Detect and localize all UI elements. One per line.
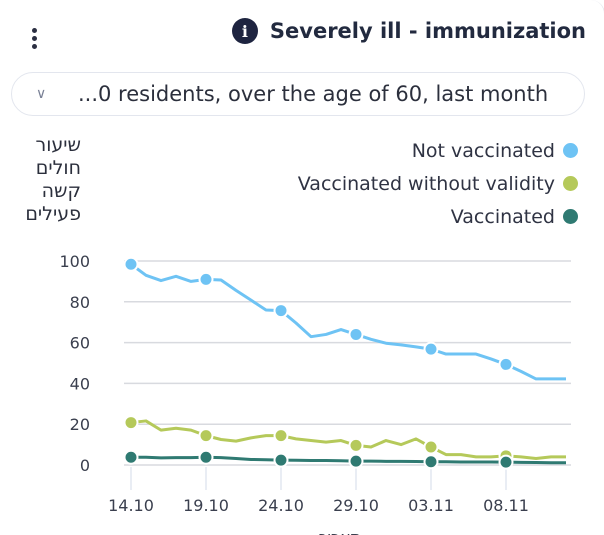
x-tick-label: 19.10: [183, 496, 229, 515]
x-tick-label: 14.10: [108, 496, 154, 515]
legend-label: Vaccinated: [450, 205, 555, 228]
x-tick-label: 29.10: [333, 496, 379, 515]
data-point: [348, 453, 364, 469]
y-tick-label: 100: [59, 252, 90, 271]
card-header: i Severely ill - immunization: [231, 18, 586, 44]
data-point: [498, 454, 514, 470]
legend-item-not-vaccinated[interactable]: Not vaccinated: [298, 134, 578, 167]
y-tick-label: 40: [70, 374, 90, 393]
legend-swatch: [563, 209, 578, 224]
data-point: [123, 449, 139, 465]
data-point: [423, 439, 439, 455]
y-axis-title: שיעור חולים קשה פעילים: [25, 134, 81, 225]
info-icon[interactable]: i: [231, 18, 258, 44]
data-point: [198, 271, 214, 287]
legend-swatch: [563, 143, 578, 158]
legend-swatch: [563, 176, 578, 191]
more-options-button[interactable]: [24, 26, 44, 52]
data-point: [423, 341, 439, 357]
data-point: [123, 415, 139, 431]
y-tick-label: 0: [80, 456, 90, 475]
x-axis-title: תאריך: [319, 528, 361, 535]
legend-label: Vaccinated without validity: [297, 172, 555, 195]
chevron-down-icon: ∨: [36, 86, 47, 102]
filter-selected-value: ...0 residents, over the age of 60, last…: [78, 82, 549, 106]
data-point: [348, 326, 364, 342]
legend-item-vaccinated[interactable]: Vaccinated: [298, 200, 578, 233]
data-point: [348, 437, 364, 453]
data-point: [273, 428, 289, 444]
x-tick-label: 24.10: [258, 496, 304, 515]
x-tick-label: 03.11: [408, 496, 454, 515]
y-tick-label: 60: [70, 334, 90, 353]
y-tick-label: 20: [70, 415, 90, 434]
legend-item-vaccinated-without-validity[interactable]: Vaccinated without validity: [298, 167, 578, 200]
legend-label: Not vaccinated: [411, 139, 555, 162]
legend: Not vaccinated Vaccinated without validi…: [298, 134, 578, 233]
data-point: [198, 449, 214, 465]
chart-title: Severely ill - immunization: [269, 19, 586, 43]
data-point: [123, 256, 139, 272]
y-tick-label: 80: [70, 293, 90, 312]
data-point: [273, 452, 289, 468]
data-point: [498, 356, 514, 372]
data-point: [273, 303, 289, 319]
filter-dropdown[interactable]: ∨ ...0 residents, over the age of 60, la…: [11, 72, 585, 116]
x-tick-label: 08.11: [483, 496, 529, 515]
data-point: [423, 454, 439, 470]
data-point: [198, 428, 214, 444]
